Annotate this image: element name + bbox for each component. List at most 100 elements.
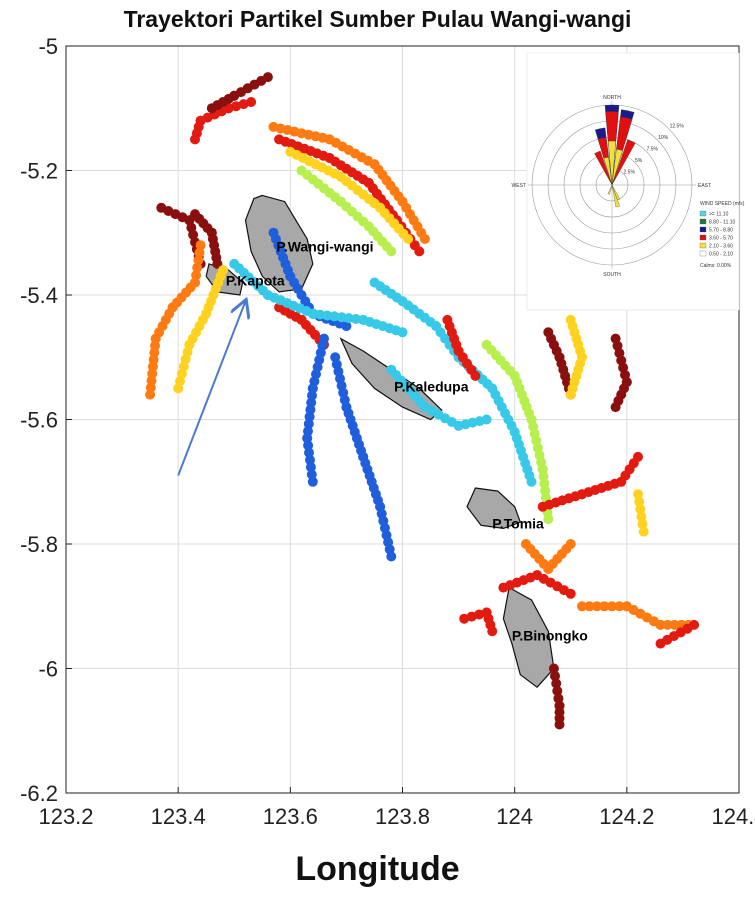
y-tick-label: -5.6 bbox=[20, 408, 58, 433]
x-tick-label: 123.4 bbox=[151, 804, 206, 829]
y-tick-label: -6.2 bbox=[20, 781, 58, 806]
rose-legend-title: WIND SPEED (m/s) bbox=[700, 201, 745, 207]
trajectory bbox=[537, 451, 643, 512]
trajectory bbox=[633, 489, 649, 537]
trajectory-point bbox=[305, 462, 316, 473]
x-tick-label: 124.2 bbox=[599, 804, 654, 829]
y-tick-label: -5 bbox=[38, 34, 58, 59]
trajectory-point bbox=[565, 539, 576, 549]
rose-legend-label: 3.60 - 5.70 bbox=[709, 236, 733, 242]
trajectory-point bbox=[552, 685, 563, 696]
trajectory-point bbox=[526, 476, 537, 487]
trajectory-point bbox=[307, 476, 318, 487]
trajectory-point bbox=[633, 489, 643, 500]
trajectory bbox=[268, 121, 430, 244]
trajectory-point bbox=[638, 526, 649, 537]
x-tick-label: 123.6 bbox=[263, 804, 318, 829]
trajectory bbox=[285, 146, 414, 244]
island-label: P.Wangi-wangi bbox=[276, 238, 373, 254]
trajectory-point bbox=[599, 601, 610, 612]
trajectory-point bbox=[238, 99, 249, 110]
rose-direction-label: NORTH bbox=[603, 95, 621, 101]
trajectory-point bbox=[548, 663, 559, 674]
trajectory-point bbox=[487, 626, 498, 637]
rose-direction-label: SOUTH bbox=[603, 272, 621, 278]
trajectory-point bbox=[459, 613, 470, 624]
trajectory-point bbox=[634, 496, 645, 507]
trajectory-point bbox=[481, 414, 492, 425]
trajectory-point bbox=[610, 402, 621, 413]
y-tick-label: -5.2 bbox=[20, 159, 58, 184]
trajectory-point bbox=[195, 240, 206, 251]
island-label: P.Binongko bbox=[512, 627, 588, 643]
trajectory bbox=[577, 601, 694, 630]
rose-legend-swatch bbox=[699, 226, 707, 233]
trajectory-point bbox=[474, 609, 485, 620]
trajectory-point bbox=[397, 327, 408, 338]
trajectory-point bbox=[614, 601, 625, 612]
trajectory bbox=[274, 302, 329, 350]
rose-petal bbox=[603, 157, 613, 186]
inset-background bbox=[526, 52, 740, 311]
rose-petal bbox=[611, 184, 621, 201]
rose-legend-label: >= 11.10 bbox=[709, 212, 729, 218]
rose-calms: Calms: 0.00% bbox=[700, 263, 732, 269]
trajectory bbox=[386, 364, 492, 431]
island-label: P.Tomia bbox=[492, 515, 544, 531]
trajectory bbox=[206, 72, 273, 114]
trajectory-point bbox=[551, 678, 562, 689]
trajectory-point bbox=[246, 97, 257, 107]
x-tick-label: 124.4 bbox=[711, 804, 755, 829]
particle-trajectories bbox=[145, 72, 700, 730]
trajectory-point bbox=[543, 514, 554, 525]
trajectory-point bbox=[386, 246, 397, 257]
trajectory-point bbox=[231, 101, 242, 112]
island-labels: P.Wangi-wangi P.Kapota P.Kaledupa P.Tomia P.… bbox=[226, 238, 588, 643]
x-tick-label: 123.2 bbox=[38, 804, 93, 829]
x-tick-label: 124 bbox=[496, 804, 533, 829]
trajectory-point bbox=[192, 262, 203, 273]
rose-ring-label: 5% bbox=[635, 158, 643, 164]
trajectory-point bbox=[655, 619, 666, 630]
rose-petal bbox=[594, 150, 613, 186]
trajectory-point bbox=[191, 270, 202, 281]
rose-direction-label: EAST bbox=[698, 183, 711, 189]
trajectory-point bbox=[554, 719, 565, 730]
trajectory-point bbox=[303, 440, 314, 451]
trajectory-point bbox=[145, 389, 156, 400]
trajectory-point bbox=[194, 247, 205, 258]
trajectory-point bbox=[173, 383, 184, 394]
rose-legend-swatch bbox=[699, 210, 707, 217]
trajectory-point bbox=[689, 619, 700, 630]
trajectory bbox=[296, 165, 397, 257]
trajectory-point bbox=[550, 671, 560, 681]
trajectory-point bbox=[591, 601, 602, 612]
rose-direction-label: WEST bbox=[512, 183, 526, 189]
trajectory bbox=[145, 240, 206, 400]
annotations bbox=[177, 301, 245, 476]
trajectory-point bbox=[637, 519, 648, 530]
island-shape bbox=[466, 487, 522, 530]
island-label: P.Kaledupa bbox=[394, 378, 469, 394]
trajectory-point bbox=[635, 504, 646, 515]
rose-legend-label: 5.70 - 8.80 bbox=[709, 228, 733, 234]
trajectory-point bbox=[662, 619, 673, 630]
trajectory-point bbox=[584, 601, 595, 612]
trajectory bbox=[229, 258, 408, 338]
trajectory-point bbox=[553, 693, 564, 704]
x-tick-label: 123.8 bbox=[375, 804, 430, 829]
rose-legend-swatch bbox=[699, 218, 707, 225]
y-tick-label: -5.4 bbox=[20, 283, 58, 308]
trajectory bbox=[442, 314, 481, 381]
trajectory-point bbox=[577, 601, 587, 612]
trajectory bbox=[498, 570, 576, 599]
rose-petal bbox=[608, 140, 616, 186]
trajectory bbox=[548, 663, 565, 730]
rose-petal bbox=[611, 139, 636, 186]
trajectory-point bbox=[190, 134, 200, 145]
trajectory-point bbox=[386, 551, 397, 562]
rose-ring-label: 10% bbox=[658, 135, 669, 141]
y-tick-label: -6 bbox=[38, 657, 58, 682]
trajectory bbox=[302, 333, 329, 487]
